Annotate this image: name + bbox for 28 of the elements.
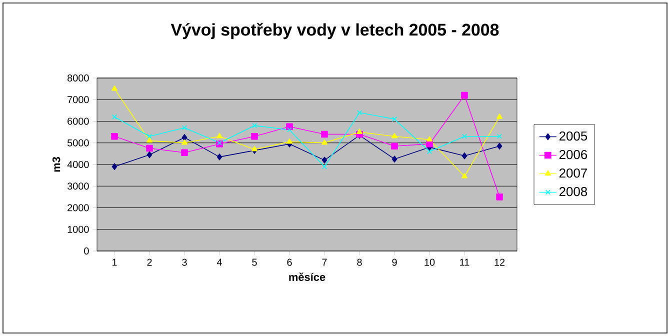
y-tick-label: 3000 — [67, 182, 89, 190]
legend-label: 2006 — [559, 150, 588, 160]
x-tick-label: 11 — [460, 258, 470, 266]
x-tick-label: 1 — [112, 258, 117, 266]
chart-title: Vývoj spotřeby vody v letech 2005 - 2008 — [170, 22, 499, 40]
legend-label: 2007 — [559, 168, 587, 178]
x-tick-label: 10 — [424, 258, 435, 266]
y-tick-label: 1000 — [68, 226, 89, 233]
x-tick-label: 5 — [252, 258, 257, 266]
y-tick-label: 5000 — [67, 139, 89, 146]
x-tick-label: 8 — [357, 258, 362, 266]
legend-label: 2008 — [559, 187, 588, 196]
y-tick-label: 7000 — [68, 96, 89, 104]
y-tick-label: 2000 — [68, 204, 89, 212]
x-tick-label: 3 — [182, 258, 187, 266]
x-tick-label: 4 — [216, 258, 222, 266]
y-tick-label: 4000 — [67, 160, 89, 168]
legend-label: 2005 — [559, 131, 588, 141]
y-tick-label: 6000 — [68, 118, 89, 125]
x-tick-label: 2 — [147, 258, 152, 266]
y-axis-title: m3 — [52, 156, 60, 172]
x-tick-label: 7 — [322, 258, 327, 266]
x-tick-label: 9 — [392, 258, 397, 266]
x-tick-label: 12 — [494, 258, 505, 266]
x-tick-label: 6 — [287, 258, 292, 266]
x-axis-title: měsíce — [289, 272, 326, 281]
y-tick-label: 8000 — [68, 74, 89, 82]
y-tick-label: 0 — [84, 247, 89, 255]
